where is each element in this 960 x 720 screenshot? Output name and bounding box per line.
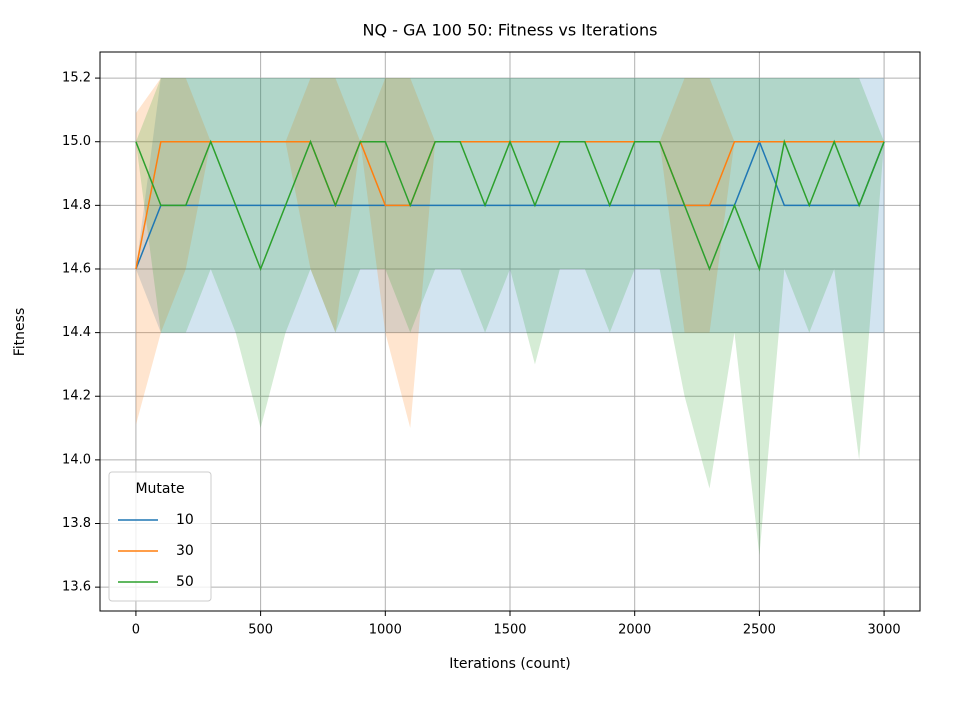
x-tick-label: 1500 [493,623,526,638]
chart-title: NQ - GA 100 50: Fitness vs Iterations [363,21,658,40]
y-tick-label: 13.6 [62,580,91,595]
y-tick-label: 13.8 [62,516,91,531]
x-tick-label: 2500 [743,623,776,638]
x-tick-label: 1000 [369,623,402,638]
y-tick-label: 14.2 [62,389,91,404]
plot-frame [99,51,921,612]
x-tick-label: 0 [132,623,140,638]
y-tick-label: 15.0 [62,134,91,149]
legend-label: 30 [176,543,194,559]
x-axis-label: Iterations (count) [449,656,571,672]
legend-box [108,471,212,602]
y-tick-label: 14.4 [62,325,91,340]
legend-label: 50 [176,574,194,590]
band [135,78,885,429]
y-tick-label: 14.8 [62,198,91,213]
x-tick-label: 3000 [868,623,901,638]
y-tick-label: 15.2 [62,71,91,86]
legend-label: 10 [176,512,194,528]
line [135,139,885,272]
legend-title: Mutate [135,481,184,497]
y-tick-label: 14.0 [62,452,91,467]
x-tick-label: 500 [248,623,273,638]
y-axis-label: Fitness [12,308,28,357]
x-tick-label: 2000 [618,623,651,638]
band [135,78,885,556]
y-tick-label: 14.6 [62,261,91,276]
